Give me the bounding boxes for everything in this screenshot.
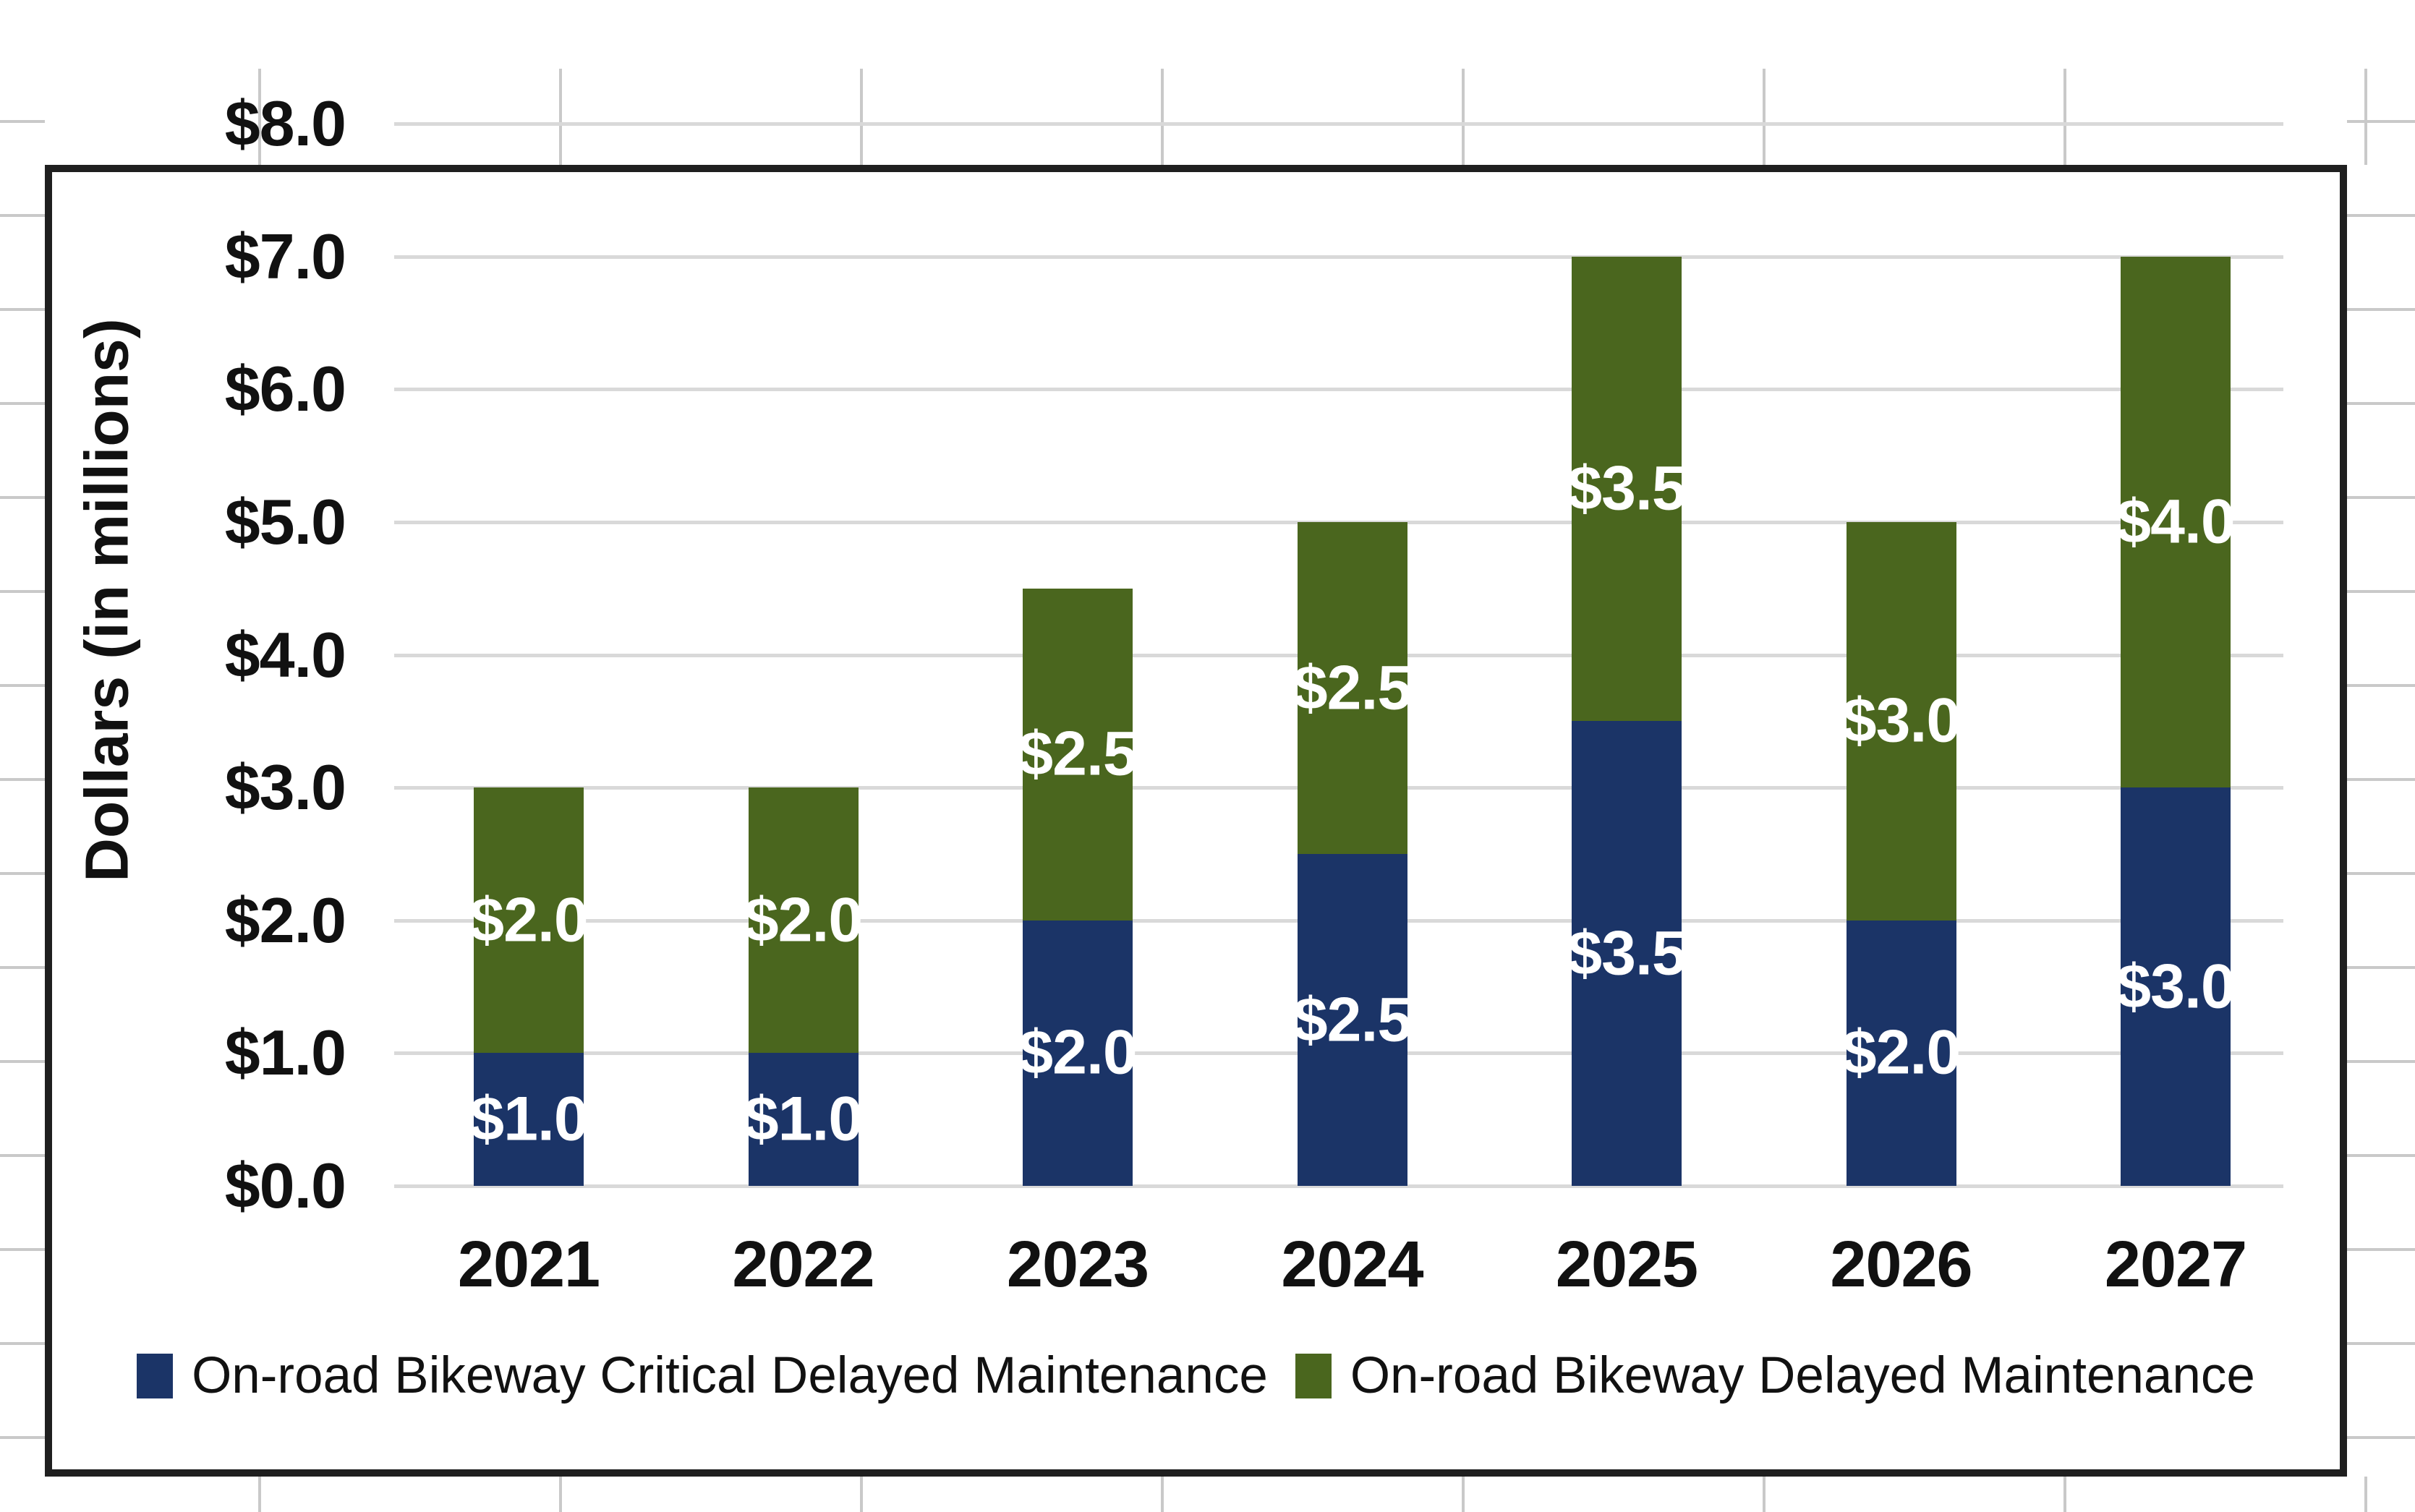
y-tick-label-$5.0: $5.0 [224,486,346,558]
bar-segment-2025-series0 [1572,721,1682,1186]
legend-label-delayed: On-road Bikeway Delayed Maintenance [1350,1347,2255,1404]
y-tick-label-$1.0: $1.0 [224,1017,346,1089]
gridline-$6.0 [394,388,2283,392]
y-tick-label-$6.0: $6.0 [224,353,346,425]
legend-label-critical: On-road Bikeway Critical Delayed Mainten… [192,1347,1268,1404]
legend-swatch-critical-icon [137,1353,174,1398]
gridline-$8.0 [394,122,2283,127]
data-label-2022-series1: $2.0 [744,885,863,955]
gridline-$7.0 [394,255,2283,259]
x-tick-label-2027: 2027 [2104,1229,2247,1301]
bar-segment-2022-series1 [748,787,859,1054]
x-tick-label-2021: 2021 [457,1229,600,1301]
legend-swatch-delayed-icon [1295,1353,1332,1398]
x-tick-label-2025: 2025 [1555,1229,1698,1301]
data-label-2024-series1: $2.5 [1292,653,1412,722]
spreadsheet-column-gridlines-top [0,69,2415,165]
y-tick-label-$0.0: $0.0 [224,1150,346,1221]
gridline-$0.0 [394,1184,2283,1188]
y-tick-label-$7.0: $7.0 [224,220,346,292]
data-label-2023-series1: $2.5 [1018,719,1137,789]
data-label-2026-series1: $3.0 [1841,685,1961,756]
data-label-2027-series0: $3.0 [2116,952,2235,1022]
bar-segment-2026-series0 [1846,920,1956,1186]
data-label-2021-series1: $2.0 [469,885,588,955]
bar-segment-2024-series1 [1297,522,1407,854]
bar-segment-2026-series1 [1846,522,1956,921]
x-tick-label-2024: 2024 [1281,1229,1423,1301]
data-label-2022-series0: $1.0 [744,1084,863,1154]
data-label-2021-series0: $1.0 [469,1084,588,1154]
legend: On-road Bikeway Critical Delayed Mainten… [52,1346,2340,1405]
bar-segment-2023-series0 [1023,920,1133,1186]
bar-segment-2027-series1 [2121,256,2231,788]
y-tick-label-$4.0: $4.0 [224,618,346,691]
spreadsheet-row-gridlines-right [2347,29,2415,1512]
spreadsheet-row-gridlines-left [0,29,45,1512]
x-tick-label-2022: 2022 [732,1229,874,1301]
bar-segment-2024-series0 [1297,854,1407,1186]
x-tick-label-2023: 2023 [1006,1229,1149,1301]
y-tick-label-$3.0: $3.0 [224,751,346,824]
y-tick-label-$8.0: $8.0 [224,87,346,160]
bar-segment-2021-series0 [474,1053,584,1186]
data-label-2026-series0: $2.0 [1841,1017,1961,1088]
chart-border [45,165,2347,1477]
x-tick-label-2026: 2026 [1830,1229,1972,1301]
bar-segment-2023-series1 [1023,588,1133,921]
bar-segment-2027-series0 [2121,787,2231,1186]
legend-item-critical-delayed-maintenance: On-road Bikeway Critical Delayed Mainten… [137,1346,1268,1405]
legend-item-delayed-maintenance: On-road Bikeway Delayed Maintenance [1295,1346,2255,1405]
data-label-2025-series0: $3.5 [1567,918,1686,988]
y-tick-label-$2.0: $2.0 [224,884,346,956]
data-label-2025-series1: $3.5 [1567,453,1686,524]
bar-segment-2022-series0 [748,1053,859,1186]
data-label-2027-series1: $4.0 [2116,487,2235,557]
data-label-2024-series0: $2.5 [1292,985,1412,1054]
bar-segment-2025-series1 [1572,256,1682,722]
bar-segment-2021-series1 [474,787,584,1054]
spreadsheet-column-gridlines-bottom [0,1477,2415,1512]
data-label-2023-series0: $2.0 [1018,1017,1137,1088]
